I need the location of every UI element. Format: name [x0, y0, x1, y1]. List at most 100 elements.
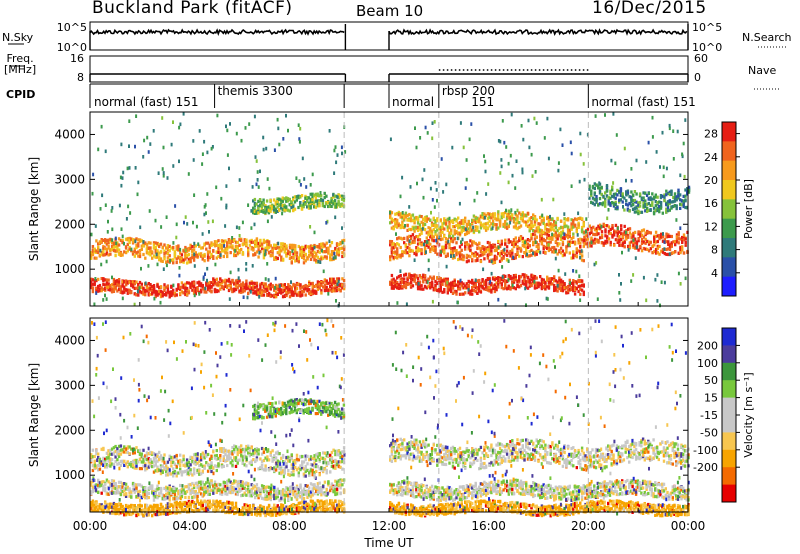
power-cell [208, 256, 211, 260]
power-cell [493, 283, 497, 287]
power-cell [439, 283, 442, 287]
power-cell [627, 244, 630, 248]
power-cell [472, 254, 476, 258]
power-cell [498, 280, 502, 285]
power-cell [467, 227, 470, 231]
power-cell [415, 225, 418, 229]
power-cell [479, 281, 483, 285]
power-cell [630, 200, 633, 204]
power-cell [175, 293, 178, 297]
velocity-cell [112, 446, 116, 450]
power-colorbar-tick-label: 16 [704, 197, 718, 210]
power-cell [434, 250, 437, 254]
power-cell [675, 235, 679, 239]
velocity-cell [147, 457, 150, 461]
power-cell [159, 242, 163, 246]
power-cell [525, 280, 528, 284]
power-scatter-cell [281, 211, 284, 216]
power-cell [217, 254, 220, 258]
velocity-cell [102, 456, 105, 460]
power-cell [566, 228, 570, 232]
power-cell [604, 234, 607, 238]
power-cell [444, 277, 448, 281]
power-cell [481, 284, 484, 288]
power-cell [191, 245, 194, 249]
power-scatter-cell [596, 297, 599, 301]
power-cell [158, 289, 161, 293]
power-cell [205, 281, 208, 285]
power-cell [185, 247, 189, 251]
power-cell [318, 282, 321, 286]
velocity-cell [109, 461, 112, 466]
power-cell [212, 255, 215, 259]
power-scatter-cell [93, 302, 96, 307]
power-cell [563, 253, 566, 257]
power-cell [413, 229, 416, 233]
power-cell [163, 255, 166, 259]
power-scatter-cell [484, 159, 487, 164]
velocity-cell [149, 458, 152, 462]
velocity-cell [114, 459, 117, 464]
power-cell [488, 249, 491, 253]
power-cell [500, 212, 503, 216]
power-cell [333, 205, 337, 209]
power-colorbar-frame [721, 121, 737, 297]
power-cell [546, 222, 549, 226]
power-cell [274, 200, 277, 204]
power-cell [471, 281, 474, 285]
power-cell [476, 225, 479, 229]
power-cell [292, 209, 295, 213]
power-cell [653, 239, 656, 243]
power-cell [340, 202, 344, 206]
velocity-cell [90, 453, 93, 457]
power-cell [476, 287, 479, 291]
power-cell [656, 244, 659, 248]
power-cell [269, 209, 272, 213]
power-cell [403, 280, 406, 285]
power-cell [507, 224, 510, 228]
power-scatter-cell [336, 153, 339, 157]
power-cell [455, 283, 458, 287]
velocity-cell [98, 463, 102, 468]
power-cell [330, 250, 334, 254]
power-cell [647, 197, 650, 201]
power-cell [294, 283, 297, 287]
power-scatter-cell [582, 162, 585, 166]
power-cell [273, 246, 276, 250]
power-cell [159, 295, 163, 299]
power-cell [618, 230, 621, 234]
power-cell [403, 241, 406, 245]
power-cell [165, 260, 168, 264]
power-cell [465, 242, 469, 246]
power-scatter-cell [569, 140, 572, 145]
power-cell [105, 280, 109, 284]
power-cell [163, 257, 166, 261]
power-cell [507, 214, 510, 218]
power-cell [258, 209, 262, 213]
power-cell [201, 254, 204, 258]
power-cell [217, 281, 220, 285]
power-cell [287, 289, 290, 293]
power-cell [535, 229, 538, 233]
power-cell [288, 284, 292, 288]
power-scatter-cell [165, 215, 168, 219]
power-cell [682, 194, 685, 198]
power-cell [215, 250, 218, 254]
power-cell [458, 254, 462, 258]
power-cell [409, 274, 413, 278]
power-cell [145, 285, 149, 289]
power-cell [504, 285, 507, 289]
power-scatter-cell [332, 256, 335, 260]
power-cell [544, 287, 547, 291]
power-cell [219, 246, 222, 250]
power-scatter-cell [612, 112, 615, 116]
velocity-cell [119, 463, 123, 467]
power-cell [436, 276, 439, 280]
power-cell [640, 196, 644, 200]
power-cell [677, 231, 680, 235]
power-cell [467, 247, 470, 251]
power-cell [561, 254, 565, 258]
power-cell [469, 228, 472, 232]
power-scatter-cell [679, 226, 682, 230]
power-cell [280, 255, 283, 259]
